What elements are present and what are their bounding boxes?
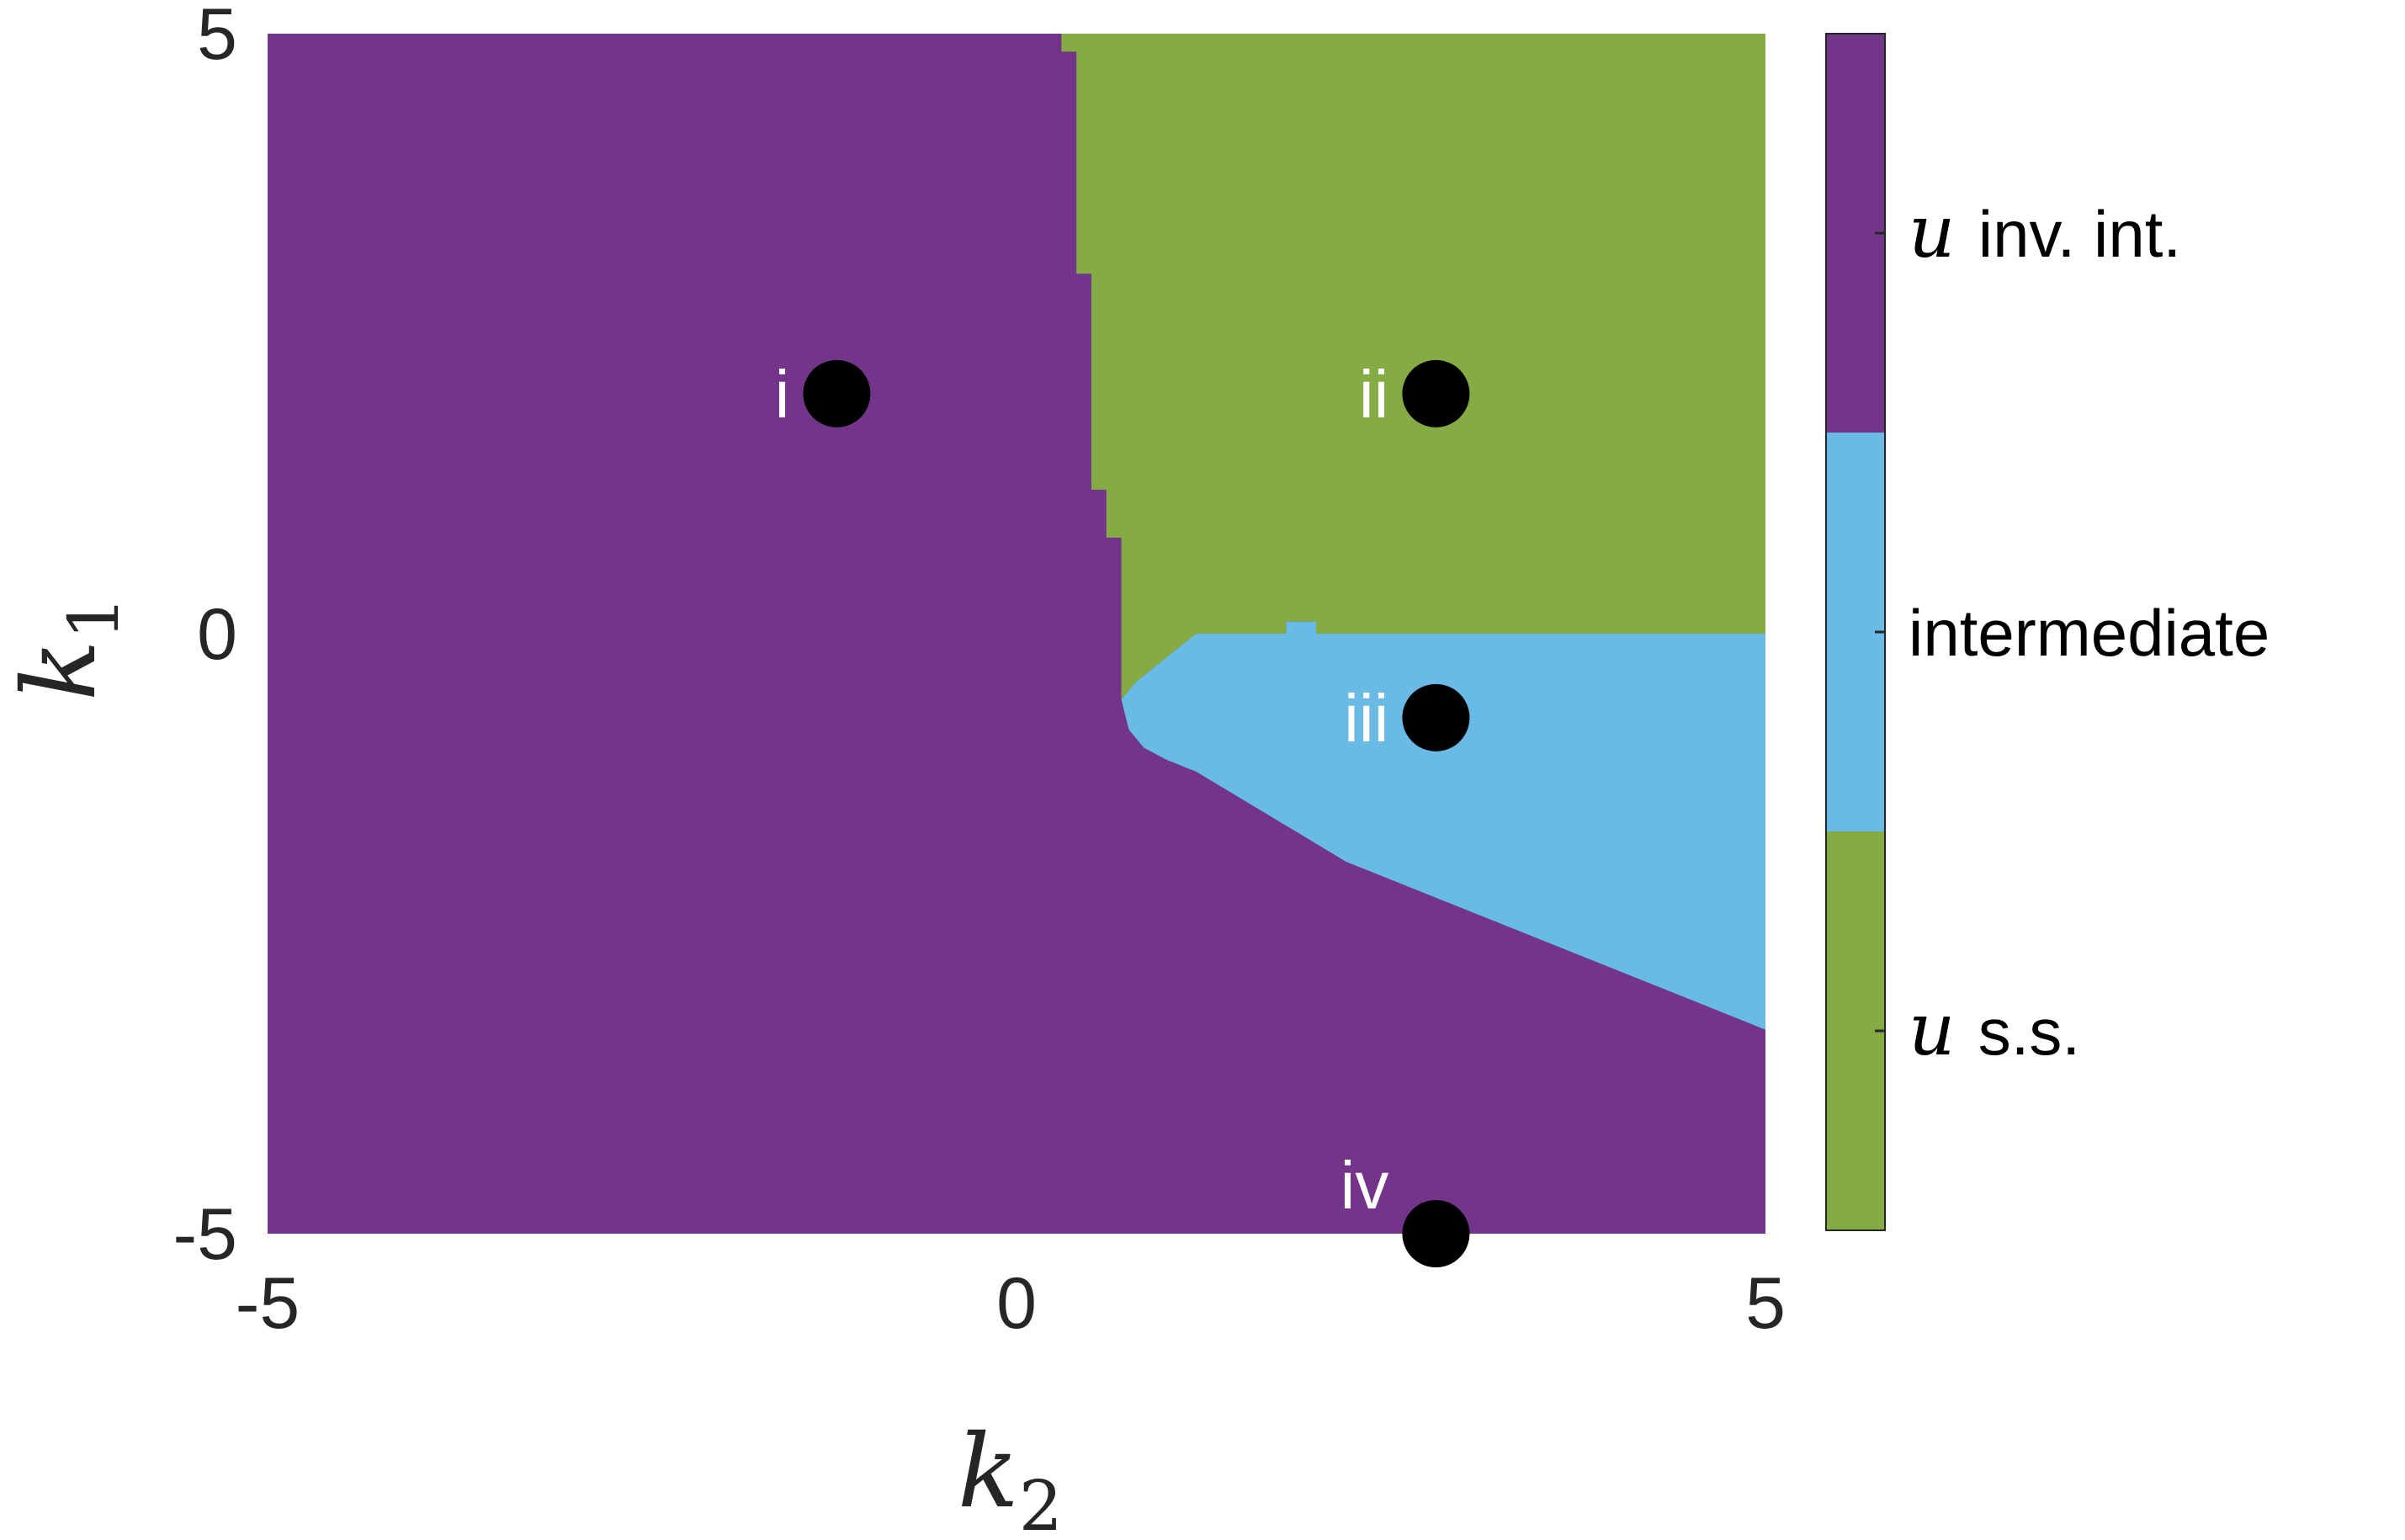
point-marker-ii (1402, 359, 1470, 427)
x-tick-label: -5 (236, 1263, 300, 1344)
x-tick-label: 5 (1745, 1263, 1786, 1344)
point-marker-i (803, 359, 871, 427)
point-marker-iii (1402, 683, 1470, 751)
colorbar-label: intermediate (1909, 596, 2270, 670)
y-axis-label: k1 (2, 596, 135, 701)
point-label-iv: iv (1341, 1148, 1389, 1223)
y-tick-label: 5 (197, 0, 237, 75)
y-tick-label: 0 (197, 594, 237, 675)
x-tick-label: 0 (996, 1263, 1037, 1344)
x-axis-label: k2 (958, 1414, 1063, 1540)
colorbar: u inv. int. intermediate u s.s. (1825, 33, 2270, 1231)
point-marker-iv (1402, 1200, 1470, 1267)
y-tick-label: -5 (173, 1194, 237, 1275)
point-label-iii: iii (1344, 681, 1388, 756)
colorbar-label: u s.s. (1909, 988, 2080, 1072)
region-intermediate (1121, 621, 1765, 1030)
plot-area (268, 34, 1765, 1234)
region-u-ss (1061, 34, 1765, 700)
point-label-i: i (775, 357, 790, 432)
axes: -5 0 5 -5 0 5 k2 k1 (2, 0, 1786, 1540)
colorbar-label: u inv. int. (1909, 190, 2181, 274)
point-label-ii: ii (1359, 357, 1389, 432)
